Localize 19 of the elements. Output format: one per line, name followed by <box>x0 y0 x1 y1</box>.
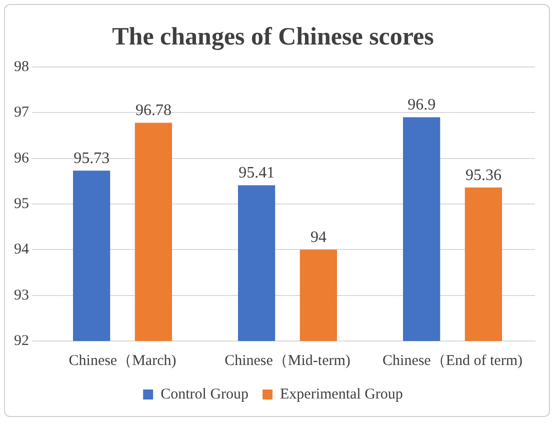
y-tick-label: 97 <box>14 104 30 121</box>
y-tick-label: 95 <box>14 196 29 212</box>
x-tick-label: Chinese（Mid-term) <box>224 352 350 369</box>
chart-title: The changes of Chinese scores <box>112 23 434 50</box>
y-tick-label: 94 <box>14 242 30 258</box>
data-label: 95.36 <box>465 166 502 184</box>
legend-label: Control Group <box>160 386 249 402</box>
data-label: 94 <box>310 228 326 246</box>
data-label: 95.41 <box>238 164 275 182</box>
data-label: 96.9 <box>408 96 436 114</box>
y-tick-label: 93 <box>14 287 29 304</box>
x-tick-label: Chinese（March) <box>68 352 176 369</box>
legend-label: Experimental Group <box>280 386 403 402</box>
data-label: 95.73 <box>74 150 110 167</box>
y-tick-label: 98 <box>14 58 29 75</box>
y-tick-label: 92 <box>14 332 29 349</box>
x-tick-label: Chinese（End of term) <box>382 352 522 369</box>
data-label: 96.78 <box>135 102 172 119</box>
y-tick-label: 96 <box>14 150 30 166</box>
